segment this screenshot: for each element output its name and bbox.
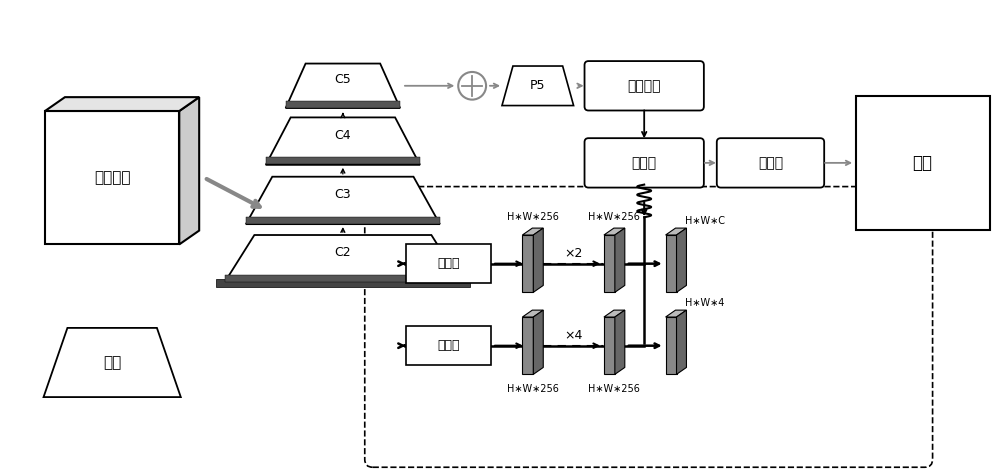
Text: H∗W∗256: H∗W∗256 — [507, 384, 559, 394]
Text: C4: C4 — [335, 129, 351, 142]
Text: 输入: 输入 — [103, 355, 121, 370]
Polygon shape — [666, 228, 686, 235]
Text: ×2: ×2 — [564, 247, 583, 260]
Text: H∗W∗C: H∗W∗C — [685, 216, 725, 226]
Polygon shape — [45, 97, 199, 111]
Polygon shape — [604, 310, 625, 317]
FancyBboxPatch shape — [717, 138, 824, 187]
Polygon shape — [522, 228, 543, 235]
Polygon shape — [286, 64, 400, 108]
Text: C3: C3 — [335, 188, 351, 201]
Bar — [522, 317, 533, 374]
FancyBboxPatch shape — [585, 61, 704, 110]
Polygon shape — [604, 228, 625, 235]
Bar — [604, 317, 615, 374]
Polygon shape — [615, 228, 625, 292]
Text: ×4: ×4 — [564, 329, 583, 342]
Text: C2: C2 — [335, 246, 351, 259]
Text: H∗W∗256: H∗W∗256 — [507, 212, 559, 222]
Polygon shape — [225, 235, 461, 282]
Bar — [406, 326, 491, 365]
Polygon shape — [677, 228, 686, 292]
Bar — [604, 235, 615, 292]
Polygon shape — [533, 310, 543, 374]
Bar — [216, 279, 470, 287]
Bar — [246, 217, 440, 224]
Text: 后处理: 后处理 — [758, 156, 783, 170]
Bar — [266, 158, 420, 164]
Text: 分类器: 分类器 — [437, 257, 460, 270]
Bar — [856, 96, 990, 229]
Text: H∗W∗4: H∗W∗4 — [685, 298, 724, 308]
Polygon shape — [522, 310, 543, 317]
Polygon shape — [533, 228, 543, 292]
Polygon shape — [502, 66, 574, 106]
Text: H∗W∗256: H∗W∗256 — [588, 212, 640, 222]
Bar — [666, 235, 677, 292]
Circle shape — [458, 72, 486, 100]
Polygon shape — [44, 328, 181, 397]
Bar — [406, 244, 491, 283]
FancyBboxPatch shape — [365, 186, 933, 467]
Text: 空洞卷积: 空洞卷积 — [627, 79, 661, 93]
Text: 检测头: 检测头 — [632, 156, 657, 170]
Text: H∗W∗256: H∗W∗256 — [588, 384, 640, 394]
Text: 主干网络: 主干网络 — [94, 170, 130, 185]
Text: 回归器: 回归器 — [437, 339, 460, 352]
Text: 输出: 输出 — [913, 154, 933, 172]
Polygon shape — [266, 118, 420, 165]
Bar — [225, 275, 461, 282]
Bar — [286, 101, 400, 108]
FancyBboxPatch shape — [585, 138, 704, 187]
Polygon shape — [246, 177, 440, 224]
Polygon shape — [666, 310, 686, 317]
Polygon shape — [615, 310, 625, 374]
Bar — [45, 111, 179, 244]
Polygon shape — [179, 97, 199, 244]
Text: C5: C5 — [335, 73, 351, 86]
Polygon shape — [677, 310, 686, 374]
Bar — [522, 235, 533, 292]
Text: P5: P5 — [530, 79, 546, 93]
Bar — [666, 317, 677, 374]
